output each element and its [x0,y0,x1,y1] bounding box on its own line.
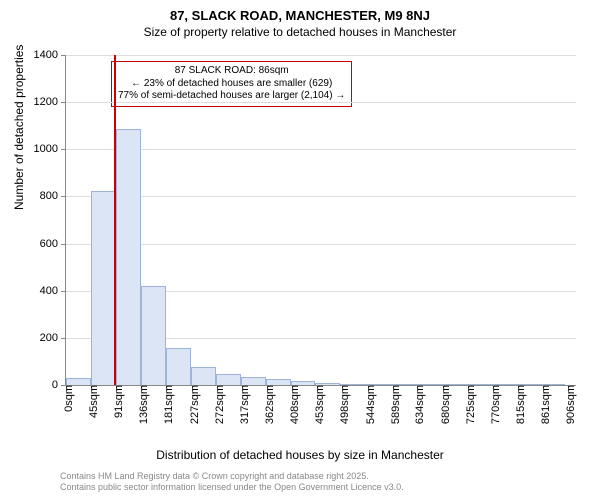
y-axis-label: Number of detached properties [12,45,26,210]
xtick-label: 136sqm [132,385,150,424]
ytick-label: 1200 [34,96,66,108]
histogram-bar [116,129,141,385]
gridline [66,102,576,103]
xtick-label: 498sqm [333,385,351,424]
xtick-label: 453sqm [308,385,326,424]
ytick-label: 1000 [34,143,66,155]
histogram-bar [166,348,191,385]
xtick-label: 91sqm [107,385,125,418]
annotation-box: 87 SLACK ROAD: 86sqm ← 23% of detached h… [111,61,352,107]
xtick-label: 362sqm [258,385,276,424]
chart-container: 87, SLACK ROAD, MANCHESTER, M9 8NJ Size … [0,0,600,500]
plot-area: 87 SLACK ROAD: 86sqm ← 23% of detached h… [65,55,576,386]
histogram-bar [141,286,166,385]
footnote-line-1: Contains HM Land Registry data © Crown c… [60,471,404,483]
ytick-label: 400 [40,285,66,297]
xtick-label: 408sqm [283,385,301,424]
xtick-label: 181sqm [157,385,175,424]
xtick-label: 544sqm [359,385,377,424]
histogram-bar [216,374,241,385]
xtick-label: 317sqm [233,385,251,424]
xtick-label: 0sqm [57,385,75,412]
reference-line [114,55,116,385]
ytick-label: 800 [40,190,66,202]
xtick-label: 45sqm [82,385,100,418]
annotation-line-1: 87 SLACK ROAD: 86sqm [118,65,345,78]
xtick-label: 680sqm [434,385,452,424]
xtick-label: 227sqm [183,385,201,424]
footnote-line-2: Contains public sector information licen… [60,482,404,494]
gridline [66,149,576,150]
annotation-line-3: 77% of semi-detached houses are larger (… [118,90,345,103]
histogram-bar [66,378,91,385]
xtick-label: 861sqm [534,385,552,424]
xtick-label: 815sqm [509,385,527,424]
gridline [66,55,576,56]
histogram-bar [241,377,266,385]
gridline [66,196,576,197]
x-axis-label: Distribution of detached houses by size … [0,448,600,462]
ytick-label: 1400 [34,49,66,61]
xtick-label: 589sqm [384,385,402,424]
xtick-label: 634sqm [408,385,426,424]
xtick-label: 770sqm [484,385,502,424]
histogram-bar [91,191,116,385]
chart-title: 87, SLACK ROAD, MANCHESTER, M9 8NJ [0,0,600,23]
ytick-label: 600 [40,238,66,250]
ytick-label: 200 [40,332,66,344]
xtick-label: 906sqm [559,385,577,424]
xtick-label: 272sqm [208,385,226,424]
histogram-bar [191,367,216,385]
gridline [66,244,576,245]
chart-subtitle: Size of property relative to detached ho… [0,23,600,39]
annotation-line-2: ← 23% of detached houses are smaller (62… [118,78,345,91]
xtick-label: 725sqm [459,385,477,424]
footnote: Contains HM Land Registry data © Crown c… [60,471,404,494]
